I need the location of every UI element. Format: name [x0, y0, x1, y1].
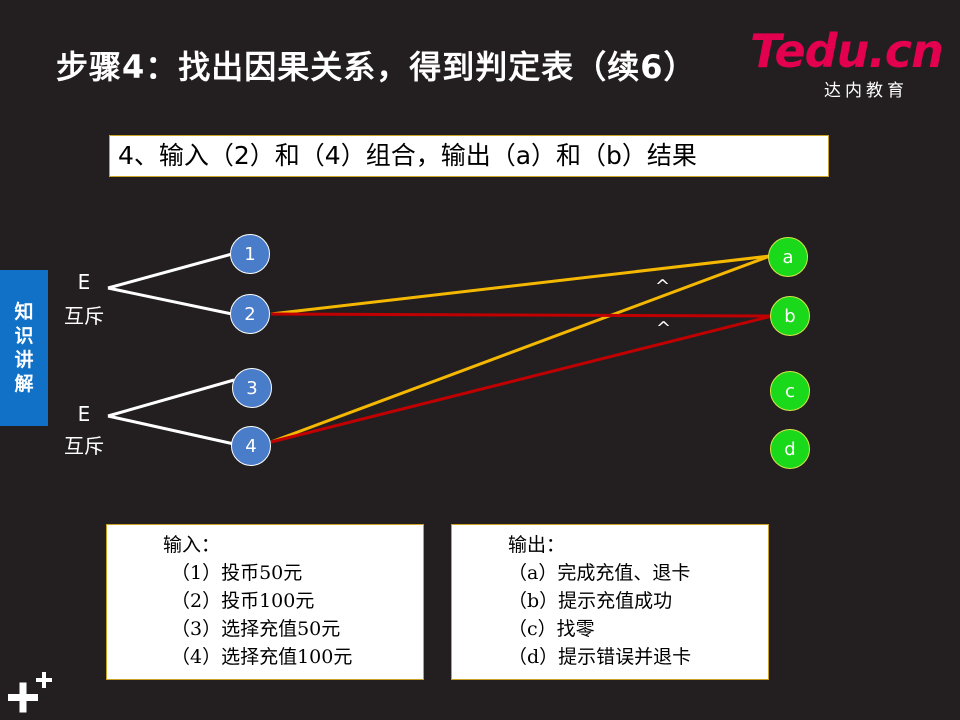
input-node-1: 1	[230, 234, 270, 274]
connection-2-to-a	[270, 254, 771, 316]
group-2-constraint: E	[77, 402, 91, 426]
output-legend-item: （c）找零	[508, 618, 595, 640]
input-node-2: 2	[230, 294, 270, 334]
output-legend-item: （a）完成充值、退卡	[508, 562, 691, 584]
input-legend-title: 输入：	[163, 534, 221, 556]
input-legend-item: （3）选择充值50元	[171, 618, 341, 640]
side-tab-char: 讲	[14, 349, 34, 371]
input-legend-item: （4）选择充值100元	[171, 646, 353, 668]
step-description: 4、输入（2）和（4）组合，输出（a）和（b）结果	[109, 135, 829, 177]
input-node-4: 4	[231, 426, 271, 466]
output-node-b: b	[770, 296, 810, 336]
connection-4-to-a	[270, 254, 771, 444]
plus-decoration-icon	[8, 672, 52, 713]
output-legend-box: 输出： （a）完成充值、退卡 （b）提示充值成功 （c）找零 （d）提示错误并退…	[451, 524, 769, 680]
side-tab-char: 识	[14, 325, 34, 347]
output-node-d: d	[770, 429, 810, 469]
and-mark-b: ^	[656, 318, 672, 339]
output-legend-item: （b）提示充值成功	[508, 590, 673, 612]
input-legend-item: （1）投币50元	[171, 562, 303, 584]
connection-4-to-b	[270, 314, 773, 444]
output-legend-item: （d）提示错误并退卡	[508, 646, 692, 668]
group-1-label: 互斥	[64, 304, 104, 328]
side-tab-char: 解	[14, 373, 34, 395]
exclusion-line-4	[107, 414, 235, 446]
exclusion-line-3	[107, 378, 235, 418]
side-tab-char: 知	[14, 301, 34, 323]
input-legend-box: 输入： （1）投币50元 （2）投币100元 （3）选择充值50元 （4）选择充…	[106, 524, 424, 680]
exclusion-line-2	[107, 286, 233, 316]
exclusion-line-1	[107, 252, 233, 290]
page-title: 步骤4：找出因果关系，得到判定表（续6）	[56, 48, 697, 86]
input-legend-item: （2）投币100元	[171, 590, 315, 612]
logo-subtitle: 达内教育	[824, 81, 908, 101]
and-mark-a: ^	[655, 276, 671, 297]
output-node-a: a	[768, 237, 808, 277]
group-1-constraint: E	[77, 270, 91, 294]
output-legend-title: 输出：	[508, 534, 566, 556]
logo-brand: Tedu.cn	[750, 24, 944, 78]
side-tab-knowledge[interactable]: 知 识 讲 解	[0, 270, 48, 426]
group-2-label: 互斥	[64, 434, 104, 458]
tedu-logo: Tedu.cn 达内教育	[750, 24, 944, 104]
output-node-c: c	[770, 371, 810, 411]
connection-2-to-b	[270, 312, 773, 318]
input-node-3: 3	[232, 368, 272, 408]
